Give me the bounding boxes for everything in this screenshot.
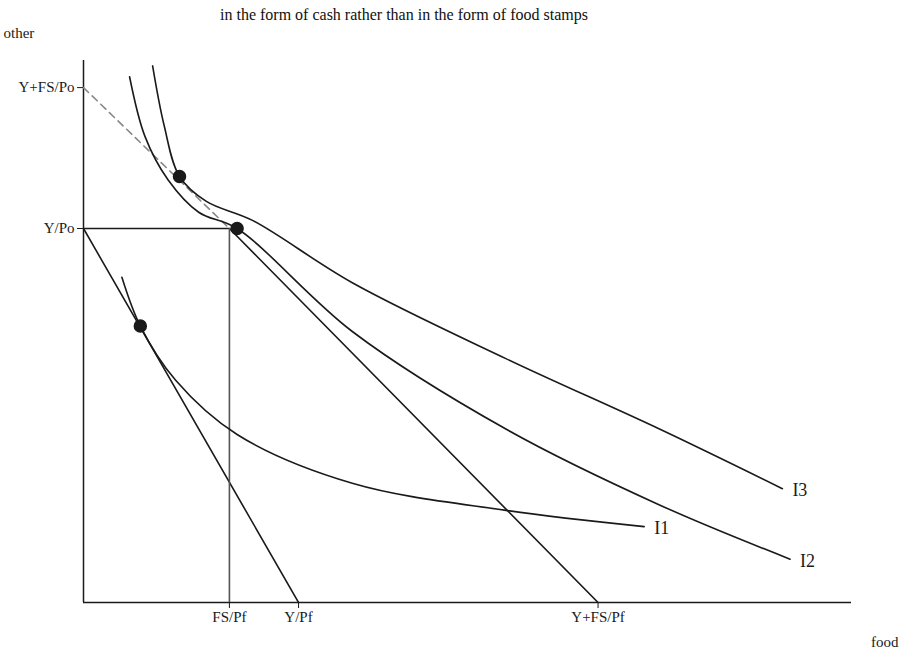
svg-text:I3: I3: [792, 480, 807, 500]
svg-text:food: food: [871, 634, 899, 650]
svg-text:Y/Pf: Y/Pf: [284, 609, 312, 625]
svg-text:other: other: [4, 25, 35, 41]
svg-text:I2: I2: [800, 551, 815, 571]
svg-text:Y/Po: Y/Po: [44, 220, 75, 236]
svg-text:Y+FS/Po: Y+FS/Po: [19, 79, 75, 95]
svg-text:I1: I1: [654, 518, 669, 538]
svg-text:FS/Pf: FS/Pf: [212, 609, 246, 625]
svg-text:Y+FS/Pf: Y+FS/Pf: [571, 609, 624, 625]
html-text:in the form of cash rather tha: in the form of cash rather than in the f…: [220, 6, 588, 23]
